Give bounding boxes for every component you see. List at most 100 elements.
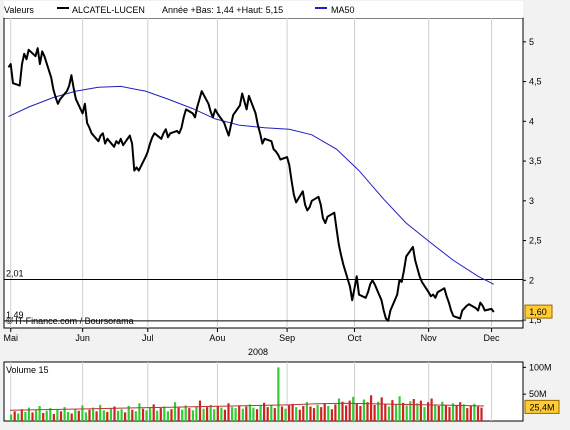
legend-bar xyxy=(4,1,523,18)
volume-bar xyxy=(241,408,244,421)
volume-bar xyxy=(95,411,98,421)
volume-bar xyxy=(52,414,55,421)
volume-y-tick-label: 50M xyxy=(529,389,547,399)
volume-bar xyxy=(402,402,405,421)
volume-bar xyxy=(145,410,148,421)
volume-bar xyxy=(419,400,422,421)
volume-bar xyxy=(245,406,248,421)
volume-bar xyxy=(27,407,30,421)
volume-bar xyxy=(295,407,298,421)
legend-ticker: ALCATEL-LUCEN xyxy=(72,5,145,15)
volume-bar xyxy=(305,402,308,421)
volume-bar xyxy=(355,403,358,421)
volume-bar xyxy=(448,407,451,421)
y-tick-label: 2,5 xyxy=(529,236,542,246)
volume-bar xyxy=(398,396,401,421)
volume-bar xyxy=(220,407,223,421)
volume-bar xyxy=(63,407,66,421)
volume-bar xyxy=(476,406,480,421)
volume-bar xyxy=(238,405,241,421)
volume-bar xyxy=(102,410,105,421)
volume-bar xyxy=(412,399,415,421)
volume-bar xyxy=(42,413,45,421)
volume-bar xyxy=(427,402,430,421)
volume-bar xyxy=(138,403,141,421)
volume-bar xyxy=(159,408,162,421)
volume-bar xyxy=(320,407,323,421)
x-tick-label: Sep xyxy=(279,333,295,343)
volume-bar xyxy=(227,403,230,421)
legend-ma-swatch xyxy=(315,7,327,9)
volume-bar xyxy=(198,400,202,421)
volume-bar xyxy=(70,413,73,421)
year-label: 2008 xyxy=(248,347,268,357)
volume-y-tick-label: 100M xyxy=(529,362,552,372)
volume-bar xyxy=(373,404,376,421)
volume-bar xyxy=(248,404,251,421)
volume-bar xyxy=(266,407,269,421)
volume-bar xyxy=(131,409,134,421)
volume-bar xyxy=(394,404,398,421)
volume-bar xyxy=(312,408,316,421)
volume-bar xyxy=(459,402,462,421)
volume-bar xyxy=(252,407,255,421)
volume-bar xyxy=(127,406,130,421)
volume-bar xyxy=(377,401,380,421)
volume-bar xyxy=(109,408,112,421)
price-series-line xyxy=(7,47,495,322)
volume-bar xyxy=(334,404,337,421)
volume-bar xyxy=(259,406,262,421)
volume-bar xyxy=(451,403,455,421)
volume-bar xyxy=(330,409,333,421)
x-tick-label: Nov xyxy=(421,333,438,343)
price-y-axis: 1,5 2 2,5 3 3,5 4 4,5 5 xyxy=(523,37,542,325)
y-tick-label: 4,5 xyxy=(529,77,542,87)
volume-bar xyxy=(309,406,312,421)
volume-bar xyxy=(20,409,23,421)
volume-bar xyxy=(206,407,209,421)
volume-bar xyxy=(213,409,216,421)
volume-bar xyxy=(416,403,419,421)
volume-bar xyxy=(255,409,259,421)
x-tick-label: Aou xyxy=(209,333,225,343)
volume-bar xyxy=(280,406,284,421)
y-tick-label: 3 xyxy=(529,196,534,206)
volume-bar xyxy=(409,401,412,421)
volume-y-axis: 50M 100M xyxy=(523,362,552,399)
volume-bar xyxy=(77,410,80,421)
volume-bar xyxy=(441,401,444,421)
volume-bar xyxy=(149,407,152,421)
volume-bar xyxy=(362,399,365,421)
reference-label-high: 2,01 xyxy=(6,269,24,279)
volume-bar xyxy=(120,409,123,421)
volume-bar xyxy=(81,405,84,421)
volume-bar xyxy=(45,410,48,421)
volume-bar xyxy=(134,411,137,421)
volume-bar xyxy=(405,405,408,421)
volume-bar xyxy=(384,403,387,421)
y-tick-label: 2 xyxy=(529,275,534,285)
volume-bar xyxy=(302,406,305,421)
y-tick-label: 1,5 xyxy=(529,315,542,325)
volume-bar xyxy=(74,408,77,421)
volume-bar xyxy=(327,406,330,421)
volume-bar xyxy=(24,411,27,421)
volume-bar xyxy=(231,407,234,421)
volume-bar xyxy=(423,407,426,421)
volume-bar xyxy=(166,411,169,421)
price-plot-area xyxy=(3,17,524,329)
volume-bar xyxy=(430,398,433,421)
volume-bar xyxy=(177,407,180,421)
volume-bar xyxy=(116,410,120,421)
last-price-badge xyxy=(524,304,553,319)
volume-bar xyxy=(113,406,116,421)
volume-bar xyxy=(270,404,273,421)
volume-bar xyxy=(181,409,184,421)
volume-bar xyxy=(106,411,109,421)
volume-bar xyxy=(92,407,95,421)
volume-bar xyxy=(359,406,362,421)
volume-bar xyxy=(323,403,326,421)
volume-bar xyxy=(195,406,198,421)
volume-bar xyxy=(277,367,280,421)
y-tick-label: 4 xyxy=(529,116,534,126)
